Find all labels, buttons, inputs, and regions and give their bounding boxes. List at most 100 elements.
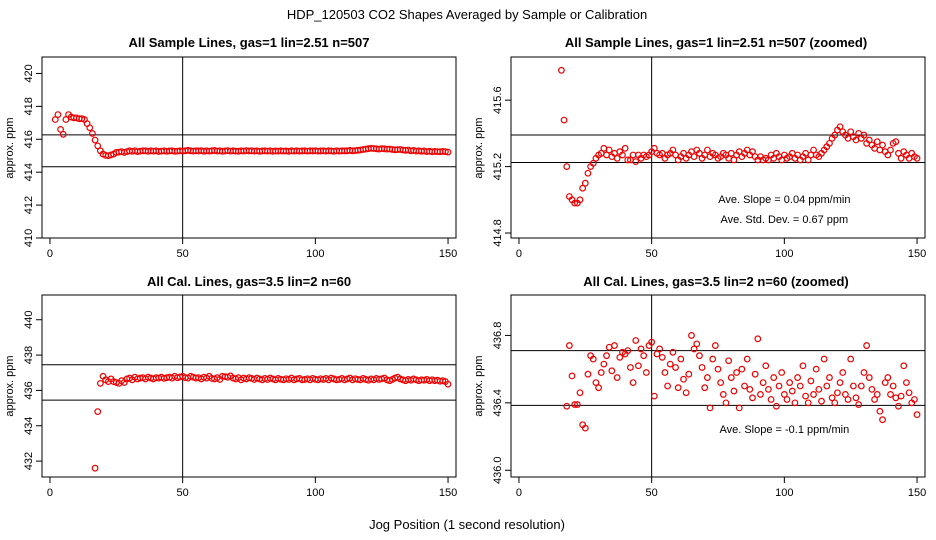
panel-sample-zoomed-annotation-0: Ave. Slope = 0.04 ppm/min bbox=[718, 194, 850, 206]
panel-sample-zoomed-xtick-label: 50 bbox=[646, 248, 658, 260]
panel-cal-zoomed-data-point bbox=[865, 374, 873, 381]
panel-cal-data-point bbox=[94, 408, 102, 416]
panel-sample-data-point bbox=[57, 125, 64, 133]
panel-sample-title: All Sample Lines, gas=1 lin=2.51 n=507 bbox=[129, 35, 370, 50]
panel-sample-zoomed-data-point bbox=[847, 128, 855, 136]
panel-cal-xtick-label: 50 bbox=[177, 487, 189, 499]
panel-cal-zoomed-data-point bbox=[772, 402, 780, 410]
panel-cal-zoomed-data-point bbox=[881, 379, 889, 387]
panel-cal-zoomed-data-point bbox=[831, 399, 839, 407]
panel-cal-zoomed-data-point bbox=[648, 338, 656, 346]
panel-cal-title: All Cal. Lines, gas=3.5 lin=2 n=60 bbox=[147, 274, 351, 289]
panel-cal-zoomed-data-point bbox=[581, 424, 589, 432]
panel-cal-zoomed-data-point bbox=[812, 365, 820, 373]
panel-sample-zoomed-data-point bbox=[831, 131, 839, 139]
panel-sample-data-point bbox=[441, 148, 449, 156]
panel-sample-data-point bbox=[86, 124, 94, 132]
x-axis-label: Jog Position (1 second resolution) bbox=[369, 517, 565, 532]
panel-cal-zoomed-data-point bbox=[597, 369, 605, 376]
panel-sample-zoomed-data-point bbox=[897, 154, 905, 162]
panel-sample-zoomed-ytick-label: 415.2 bbox=[492, 153, 504, 181]
panel-sample-zoomed-xtick-label: 100 bbox=[775, 248, 793, 260]
panel-sample-zoomed-data-point bbox=[613, 154, 621, 162]
panel-cal-zoomed-xtick-label: 150 bbox=[908, 487, 926, 499]
panel-cal-zoomed-data-point bbox=[600, 360, 608, 368]
panel-cal-zoomed-data-point bbox=[709, 355, 717, 363]
panel-sample-zoomed-data-point bbox=[826, 139, 833, 147]
panel-cal-zoomed-xtick-label: 50 bbox=[646, 487, 658, 499]
panel-sample-zoomed-data-point bbox=[749, 148, 756, 156]
panel-cal-zoomed-data-point bbox=[603, 352, 610, 360]
panel-cal-zoomed-data-point bbox=[791, 399, 799, 407]
panel-sample-ylabel: approx. ppm bbox=[4, 117, 16, 178]
panel-cal-ytick-label: 440 bbox=[23, 311, 35, 329]
panel-sample: All Sample Lines, gas=1 lin=2.51 n=507 a… bbox=[4, 35, 457, 260]
panel-cal-zoomed-data-point bbox=[857, 382, 865, 390]
panel-cal-zoomed-data-point bbox=[650, 392, 658, 400]
panel-cal-zoomed-data-point bbox=[568, 372, 576, 380]
panel-cal-zoomed-data-point bbox=[879, 416, 886, 424]
panel-cal-zoomed-data-point bbox=[584, 370, 592, 378]
panel-cal-zoomed-annotation-0: Ave. Slope = -0.1 ppm/min bbox=[719, 424, 849, 436]
panel-cal-zoomed-data-point bbox=[796, 382, 804, 390]
panel-cal-zoomed-data-point bbox=[571, 401, 579, 408]
panel-sample-xtick-label: 0 bbox=[47, 248, 53, 260]
panel-cal-zoomed-data-point bbox=[770, 374, 778, 381]
panel-cal-zoomed-data-point bbox=[910, 396, 918, 403]
panel-cal-zoomed-data-point bbox=[701, 384, 709, 392]
panel-sample-zoomed-data-point bbox=[884, 151, 892, 159]
panel-sample-ytick-label: 418 bbox=[23, 97, 35, 115]
panel-cal-zoomed-data-point bbox=[576, 389, 584, 397]
panel-cal-zoomed-data-point bbox=[815, 385, 823, 393]
panel-cal-zoomed-data-point bbox=[804, 399, 812, 407]
panel-cal-zoomed-data-point bbox=[714, 365, 722, 373]
panel-cal-zoomed-data-point bbox=[727, 374, 735, 381]
panel-cal-zoomed-data-point bbox=[823, 382, 831, 390]
panel-cal-zoomed-data-point bbox=[841, 391, 849, 398]
panel-sample-zoomed-data-point bbox=[624, 156, 632, 164]
panel-sample-zoomed-annotation-1: Ave. Std. Dev. = 0.67 ppm bbox=[720, 214, 848, 226]
panel-sample-data-point bbox=[444, 148, 452, 156]
panel-sample-zoomed-data-point bbox=[571, 199, 579, 207]
panel-cal-zoomed-data-point bbox=[889, 382, 897, 390]
panel-cal-zoomed-data-point bbox=[759, 379, 767, 387]
panel-cal-zoomed-data-point bbox=[608, 367, 616, 375]
panel-cal-zoomed-data-point bbox=[674, 384, 682, 392]
panel-cal-zoomed-data-point bbox=[738, 365, 746, 373]
panel-cal-zoomed-data-point bbox=[595, 384, 602, 392]
panel-cal-zoomed-data-point bbox=[788, 387, 796, 395]
panel-cal-zoomed-data-point bbox=[767, 396, 775, 403]
panel-cal-zoomed-data-point bbox=[613, 374, 621, 381]
panel-cal-zoomed-data-point bbox=[786, 379, 794, 387]
panel-sample-data-point bbox=[91, 136, 99, 144]
panel-sample-zoomed-data-point bbox=[887, 146, 894, 154]
panel-cal-zoomed-data-point bbox=[778, 369, 786, 376]
panel-sample-data-point bbox=[94, 142, 102, 150]
panel-cal-zoomed-data-point bbox=[810, 391, 817, 398]
panel-cal-zoomed-data-point bbox=[757, 391, 764, 398]
panel-sample-zoomed-data-point bbox=[581, 179, 589, 187]
panel-cal-zoomed-data-point bbox=[820, 355, 828, 363]
panel-cal-zoomed-data-point bbox=[706, 404, 714, 412]
panel-cal-zoomed-data-point bbox=[799, 362, 807, 370]
panel-cal-zoomed-data-point bbox=[573, 401, 581, 408]
panel-cal-zoomed-data-point bbox=[775, 382, 783, 390]
panel-sample-zoomed-title: All Sample Lines, gas=1 lin=2.51 n=507 (… bbox=[565, 35, 867, 50]
panel-cal-zoomed-xtick-label: 0 bbox=[516, 487, 522, 499]
panel-sample-zoomed-data-point bbox=[703, 146, 711, 154]
panel-cal-ytick-label: 434 bbox=[23, 417, 35, 435]
panel-cal-data-point bbox=[96, 379, 104, 387]
panel-cal-zoomed-data-point bbox=[733, 369, 740, 376]
panel-cal-zoomed-data-point bbox=[642, 369, 650, 376]
panel-cal-zoomed-data-point bbox=[860, 369, 868, 376]
panel-sample-zoomed-xtick-label: 0 bbox=[516, 248, 522, 260]
panel-cal-zoomed-data-point bbox=[634, 362, 642, 370]
panel-sample-zoomed-data-point bbox=[584, 169, 592, 177]
panel-cal-zoomed-data-point bbox=[629, 379, 637, 387]
panel-cal-zoomed-ytick-label: 436.8 bbox=[492, 322, 504, 350]
panel-sample-zoomed-data-point bbox=[579, 184, 587, 192]
panel-cal-zoomed-data-point bbox=[717, 379, 725, 387]
panel-cal-zoomed-data-point bbox=[592, 379, 600, 387]
panel-cal-zoomed-data-point bbox=[624, 347, 632, 355]
panel-cal-zoomed-data-point bbox=[656, 345, 664, 353]
